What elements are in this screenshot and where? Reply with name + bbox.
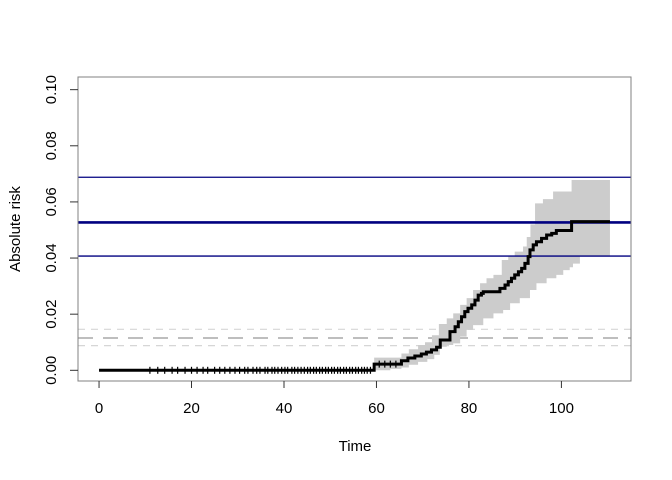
x-axis: 0 20 40 60 80 100 bbox=[95, 381, 574, 417]
confidence-band bbox=[374, 180, 610, 371]
dashed-reference-lines bbox=[78, 328, 631, 347]
x-axis-title: Time bbox=[339, 438, 372, 455]
censoring-ticks bbox=[149, 360, 397, 374]
x-tick-label: 0 bbox=[95, 400, 103, 417]
plot-box-border bbox=[77, 76, 632, 382]
y-tick-label: 0.04 bbox=[43, 243, 60, 272]
x-tick-label: 60 bbox=[368, 400, 385, 417]
y-tick-label: 0.02 bbox=[43, 300, 60, 329]
y-tick-label: 0.00 bbox=[43, 356, 60, 385]
y-axis-title: Absolute risk bbox=[7, 186, 24, 272]
y-tick-label: 0.06 bbox=[43, 187, 60, 216]
x-tick-label: 20 bbox=[183, 400, 200, 417]
x-tick-label: 80 bbox=[461, 400, 478, 417]
y-tick-label: 0.08 bbox=[43, 131, 60, 160]
navy-reference-lines bbox=[78, 176, 631, 257]
x-tick-label: 40 bbox=[276, 400, 293, 417]
y-tick-label: 0.10 bbox=[43, 75, 60, 104]
pointwise-confidence-band bbox=[374, 180, 610, 371]
risk-curve bbox=[99, 220, 610, 372]
x-tick-label: 100 bbox=[549, 400, 574, 417]
y-axis: 0.00 0.02 0.04 0.06 0.08 0.10 bbox=[43, 75, 78, 385]
absolute-risk-step-curve bbox=[99, 220, 610, 372]
